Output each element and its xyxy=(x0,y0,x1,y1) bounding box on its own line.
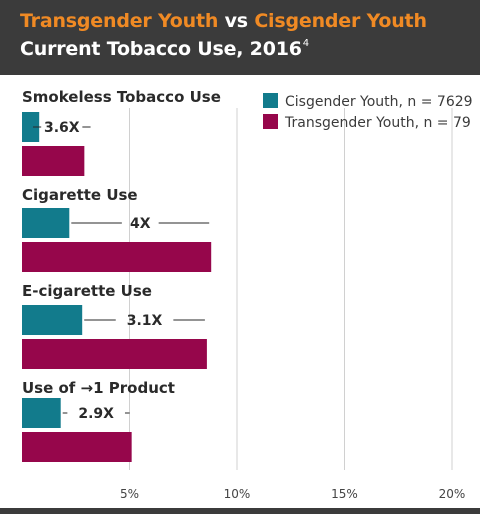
bar-cisgender xyxy=(22,112,40,142)
footnote-marker: 4 xyxy=(302,38,309,49)
ratio-label: 2.9X xyxy=(78,406,114,422)
bar-transgender xyxy=(22,242,212,272)
chart-area: 5% 10% 15% 20% Smokeless Tobacco Use 3.6X Ciga… xyxy=(22,88,473,501)
subtitle-text: Current Tobacco Use, 2016 xyxy=(20,38,302,60)
chart-subtitle: Current Tobacco Use, 20164 xyxy=(20,38,309,60)
legend-swatch-cisgender xyxy=(263,93,278,108)
legend: Cisgender Youth, n = 7629 Transgender You… xyxy=(263,93,473,131)
category-label: Smokeless Tobacco Use xyxy=(22,88,221,106)
title-vs: vs xyxy=(218,10,255,32)
x-tick-label: 10% xyxy=(224,487,251,501)
bar-transgender xyxy=(22,339,207,369)
bar-cisgender xyxy=(22,208,70,238)
category-label: E-cigarette Use xyxy=(22,282,152,300)
label-layer: 5% 10% 15% 20% Smokeless Tobacco Use 3.6X Ciga… xyxy=(22,88,465,501)
x-tick-label: 20% xyxy=(439,487,466,501)
legend-swatch-transgender xyxy=(263,114,278,129)
ratio-label: 4X xyxy=(130,216,151,232)
bar-transgender xyxy=(22,432,132,462)
bar-cisgender xyxy=(22,398,61,428)
grid-layer xyxy=(129,108,453,470)
bar-transgender xyxy=(22,146,85,176)
category-label: Cigarette Use xyxy=(22,186,138,204)
ratio-label: 3.6X xyxy=(44,120,80,136)
title-cisgender: Cisgender Youth xyxy=(254,10,427,32)
title-transgender: Transgender Youth xyxy=(20,10,219,32)
bottom-rule xyxy=(0,508,480,514)
header-banner: Transgender Youth vs Cisgender Youth Cur… xyxy=(0,0,480,75)
chart-title: Transgender Youth vs Cisgender Youth xyxy=(20,10,427,32)
legend-label-cisgender: Cisgender Youth, n = 7629 xyxy=(285,94,473,110)
bar-layer xyxy=(22,112,212,462)
legend-label-transgender: Transgender Youth, n = 79 xyxy=(284,115,471,131)
category-label: Use of →1 Product xyxy=(22,379,175,397)
x-tick-label: 15% xyxy=(331,487,358,501)
ratio-label: 3.1X xyxy=(127,313,163,329)
x-tick-label: 5% xyxy=(120,487,139,501)
bar-cisgender xyxy=(22,305,83,335)
